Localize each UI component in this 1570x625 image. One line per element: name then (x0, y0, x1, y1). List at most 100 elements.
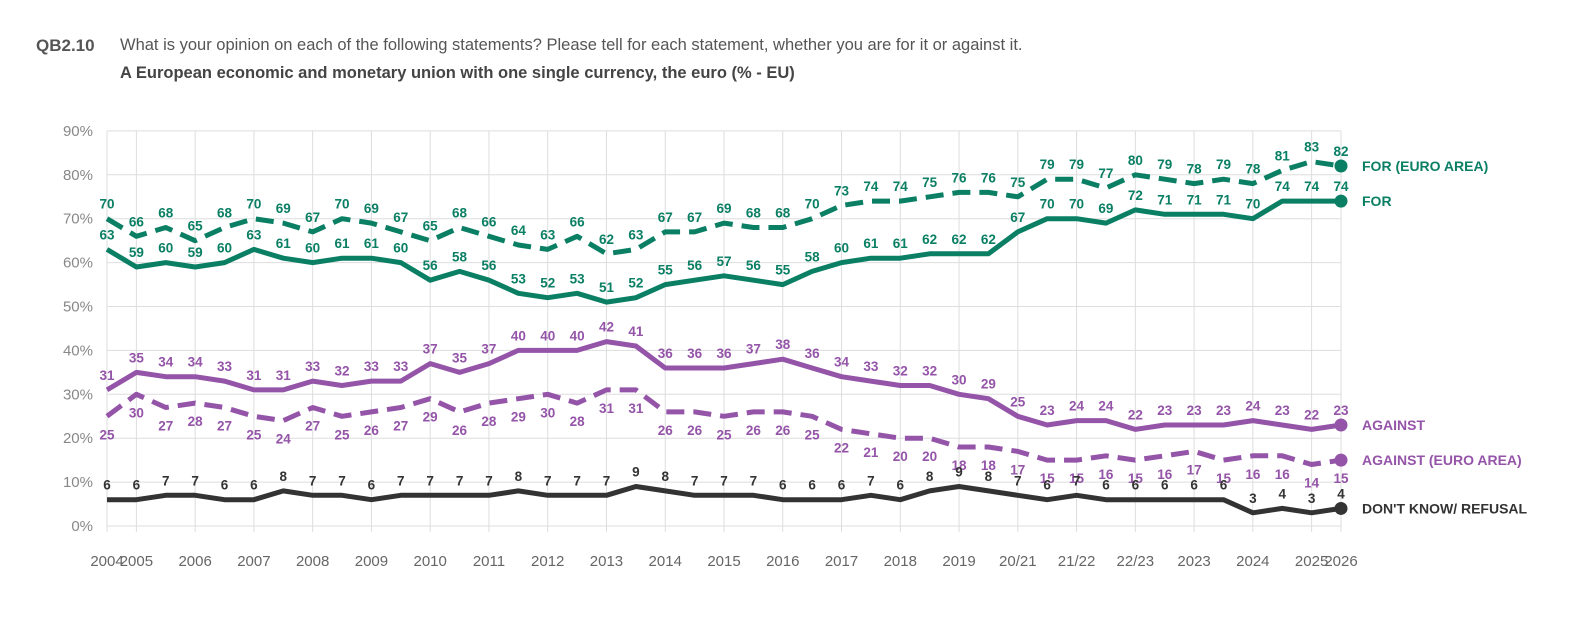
data-label: 81 (1275, 148, 1291, 163)
data-label: 26 (452, 423, 468, 438)
data-label: 7 (691, 473, 699, 488)
data-label: 60 (834, 241, 849, 256)
data-label: 71 (1216, 192, 1232, 207)
data-label: 56 (687, 258, 703, 273)
data-label: 6 (250, 478, 258, 493)
data-label: 24 (1069, 399, 1085, 414)
data-label: 69 (716, 201, 731, 216)
data-label: 7 (338, 473, 346, 488)
data-label: 72 (1128, 188, 1143, 203)
data-label: 63 (246, 227, 262, 242)
data-label: 66 (481, 214, 497, 229)
data-label: 7 (1073, 473, 1081, 488)
data-label: 38 (775, 337, 791, 352)
data-label: 34 (158, 355, 174, 370)
data-label: 20 (922, 449, 937, 464)
series-line-0 (105, 159, 1342, 257)
series-end-marker (1334, 194, 1348, 208)
data-label: 56 (746, 258, 762, 273)
data-label: 14 (1304, 476, 1320, 491)
data-label: 56 (423, 258, 439, 273)
data-label: 60 (217, 241, 232, 256)
data-label: 15 (1128, 471, 1144, 486)
data-label: 25 (805, 427, 821, 442)
data-label: 7 (603, 473, 611, 488)
data-label: 70 (1069, 197, 1084, 212)
data-label: 30 (129, 405, 144, 420)
data-label: 79 (1040, 157, 1055, 172)
data-label: 74 (1304, 179, 1320, 194)
x-tick-label: 22/23 (1117, 553, 1155, 570)
data-label: 31 (628, 401, 644, 416)
data-label: 68 (452, 205, 468, 220)
data-label: 67 (658, 210, 673, 225)
series-end-marker (1334, 418, 1348, 432)
chart-subtitle: A European economic and monetary union w… (120, 64, 795, 82)
data-label: 69 (276, 201, 291, 216)
y-tick-label: 90% (63, 123, 93, 140)
data-label: 25 (246, 427, 262, 442)
data-label: 67 (393, 210, 408, 225)
data-label: 6 (838, 478, 846, 493)
data-label: 67 (1010, 210, 1025, 225)
data-label: 33 (364, 359, 380, 374)
data-label: 73 (834, 184, 850, 199)
data-label: 6 (897, 478, 905, 493)
data-label: 7 (544, 473, 552, 488)
data-label: 23 (1040, 403, 1056, 418)
data-label: 78 (1245, 162, 1261, 177)
data-label: 62 (981, 232, 996, 247)
x-tick-label: 2006 (178, 553, 211, 570)
data-label: 35 (452, 350, 468, 365)
data-label: 20 (893, 449, 908, 464)
data-label: 66 (129, 214, 145, 229)
data-label: 58 (805, 249, 821, 264)
series-line-4 (107, 484, 1342, 516)
x-tick-label: 2025 (1295, 553, 1328, 570)
data-label: 3 (1249, 491, 1257, 506)
data-label: 68 (158, 205, 174, 220)
data-label: 7 (456, 473, 464, 488)
data-label: 79 (1069, 157, 1084, 172)
data-label: 36 (805, 346, 821, 361)
data-label: 76 (981, 170, 997, 185)
data-label: 82 (1333, 144, 1348, 159)
data-label: 67 (687, 210, 702, 225)
data-label: 52 (628, 276, 643, 291)
data-label: 31 (276, 368, 292, 383)
data-label: 31 (99, 368, 115, 383)
y-tick-label: 50% (63, 299, 93, 316)
data-label: 6 (808, 478, 816, 493)
data-label: 6 (1102, 478, 1110, 493)
data-label: 4 (1337, 486, 1345, 501)
data-label: 67 (305, 210, 320, 225)
data-label: 18 (981, 458, 997, 473)
y-tick-label: 0% (71, 518, 93, 535)
data-label: 79 (1216, 157, 1231, 172)
data-label: 7 (162, 473, 170, 488)
data-label: 16 (1245, 467, 1261, 482)
series-end-marker (1334, 159, 1348, 173)
data-label: 29 (511, 410, 526, 425)
data-label: 37 (481, 342, 496, 357)
data-label: 61 (364, 236, 380, 251)
data-label: 26 (658, 423, 674, 438)
data-label: 27 (217, 418, 232, 433)
data-label: 59 (188, 245, 203, 260)
data-label: 21 (863, 445, 879, 460)
data-label: 8 (926, 469, 934, 484)
x-tick-label: 2018 (884, 553, 917, 570)
data-label: 66 (570, 214, 586, 229)
data-label: 68 (217, 205, 233, 220)
data-label: 16 (1098, 467, 1114, 482)
data-label: 28 (570, 414, 586, 429)
data-label: 61 (335, 236, 351, 251)
data-label: 60 (393, 241, 408, 256)
series-name-label: FOR (EURO AREA) (1362, 158, 1488, 174)
series-end-marker (1334, 453, 1348, 467)
data-label: 7 (309, 473, 317, 488)
x-tick-label: 2013 (590, 553, 623, 570)
data-label: 70 (99, 197, 114, 212)
data-label: 27 (305, 418, 320, 433)
data-label: 26 (775, 423, 791, 438)
